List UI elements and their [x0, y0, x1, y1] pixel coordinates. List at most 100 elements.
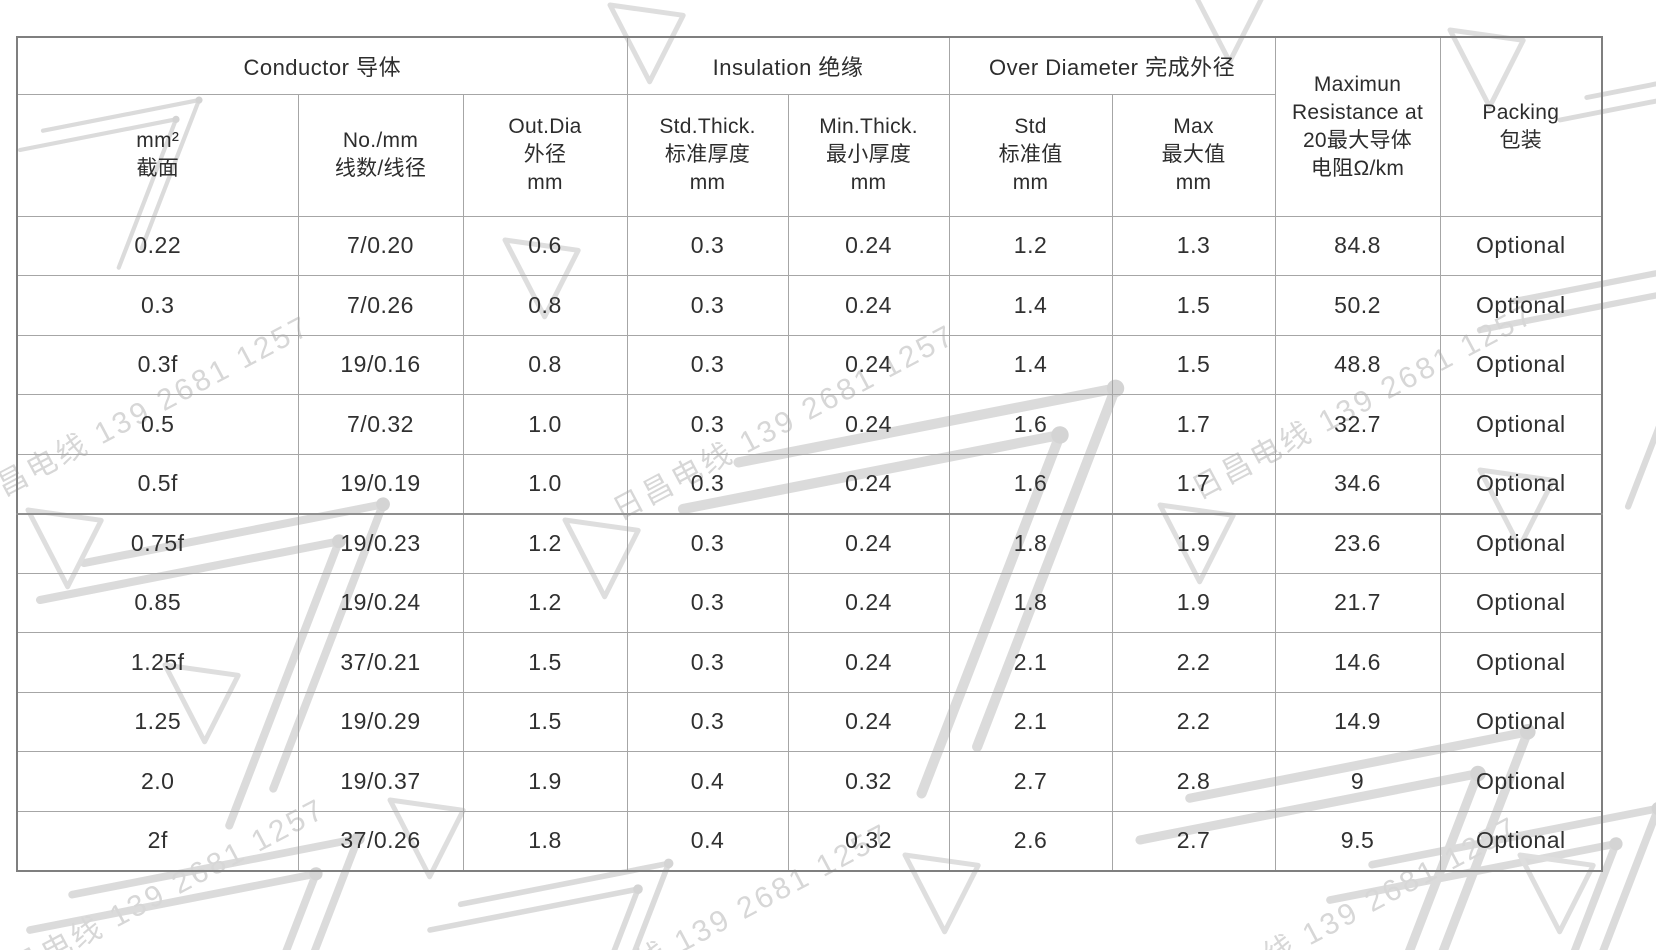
- cell-resistance: 50.2: [1274, 275, 1441, 336]
- cell-resistance: 48.8: [1274, 334, 1441, 395]
- cell-odmax: 1.9: [1111, 572, 1276, 633]
- cell-packing: Optional: [1439, 810, 1603, 871]
- cell-stdthick: 0.3: [626, 215, 789, 276]
- cell-odstd: 1.8: [948, 572, 1113, 633]
- cell-outdia: 1.2: [462, 572, 628, 633]
- column-header-size: mm² 截面: [16, 93, 299, 217]
- cell-size: 0.5: [16, 394, 299, 455]
- watermark-triangle-icon: [1187, 0, 1266, 65]
- cell-size: 1.25f: [16, 632, 299, 693]
- cell-outdia: 1.9: [462, 751, 628, 812]
- cell-stdthick: 0.3: [626, 632, 789, 693]
- cell-size: 0.75f: [16, 512, 299, 574]
- cell-stdthick: 0.3: [626, 572, 789, 633]
- group-header-over-diameter: Over Diameter 完成外径: [948, 36, 1276, 95]
- table-row: 0.85 19/0.24 1.2 0.3 0.24 1.8 1.9 21.7 Optional: [16, 572, 1603, 633]
- cell-strands: 7/0.26: [297, 275, 464, 336]
- cell-minthick: 0.24: [787, 394, 950, 455]
- table-row: 0.5 7/0.32 1.0 0.3 0.24 1.6 1.7 32.7 Optional: [16, 394, 1603, 455]
- cell-resistance: 14.6: [1274, 632, 1441, 693]
- cell-odmax: 1.3: [1111, 215, 1276, 276]
- cell-size: 2f: [16, 810, 299, 871]
- cell-minthick: 0.24: [787, 275, 950, 336]
- column-header-strands: No./mm 线数/线径: [297, 93, 464, 217]
- table-row: 0.3f 19/0.16 0.8 0.3 0.24 1.4 1.5 48.8 Optional: [16, 334, 1603, 395]
- sub-header-row: mm² 截面 No./mm 线数/线径 Out.Dia 外径 mm Std.Th…: [16, 93, 1602, 217]
- cell-resistance: 21.7: [1274, 572, 1441, 633]
- cell-strands: 19/0.19: [297, 453, 464, 514]
- cell-stdthick: 0.3: [626, 394, 789, 455]
- cell-minthick: 0.24: [787, 453, 950, 514]
- cell-resistance: 9.5: [1274, 810, 1441, 871]
- cell-odmax: 2.2: [1111, 632, 1276, 693]
- column-header-packing: Packing 包装: [1439, 36, 1603, 217]
- table-row: 2f 37/0.26 1.8 0.4 0.32 2.6 2.7 9.5 Optional: [16, 810, 1603, 871]
- cell-size: 0.85: [16, 572, 299, 633]
- column-header-stdthick: Std.Thick. 标准厚度 mm: [626, 93, 789, 217]
- cell-resistance: 23.6: [1274, 512, 1441, 574]
- cell-odstd: 1.8: [948, 512, 1113, 574]
- cell-size: 0.3f: [16, 334, 299, 395]
- cell-packing: Optional: [1439, 751, 1603, 812]
- cell-strands: 19/0.16: [297, 334, 464, 395]
- cell-strands: 19/0.23: [297, 512, 464, 574]
- cell-minthick: 0.24: [787, 691, 950, 752]
- cell-resistance: 34.6: [1274, 453, 1441, 514]
- cell-packing: Optional: [1439, 334, 1603, 395]
- cell-odmax: 2.2: [1111, 691, 1276, 752]
- cell-odmax: 1.5: [1111, 275, 1276, 336]
- group-header-conductor: Conductor 导体: [16, 36, 628, 95]
- cell-packing: Optional: [1439, 512, 1603, 574]
- cell-outdia: 1.5: [462, 691, 628, 752]
- cell-stdthick: 0.3: [626, 334, 789, 395]
- cell-odstd: 2.6: [948, 810, 1113, 871]
- cell-stdthick: 0.4: [626, 810, 789, 871]
- cell-odmax: 1.7: [1111, 394, 1276, 455]
- cell-odstd: 2.7: [948, 751, 1113, 812]
- cell-minthick: 0.24: [787, 334, 950, 395]
- spec-table-body: 0.22 7/0.20 0.6 0.3 0.24 1.2 1.3 84.8 Optional 0.…: [16, 215, 1603, 871]
- table-row: 1.25 19/0.29 1.5 0.3 0.24 2.1 2.2 14.9 Optional: [16, 691, 1603, 752]
- watermark-chevron-icon: [1557, 59, 1656, 260]
- cell-packing: Optional: [1439, 453, 1603, 514]
- cell-outdia: 1.8: [462, 810, 628, 871]
- cell-outdia: 1.0: [462, 394, 628, 455]
- cell-odstd: 1.2: [948, 215, 1113, 276]
- column-header-odmax: Max 最大值 mm: [1111, 93, 1276, 217]
- cell-size: 0.22: [16, 215, 299, 276]
- cell-odstd: 1.6: [948, 453, 1113, 514]
- cell-stdthick: 0.3: [626, 453, 789, 514]
- cell-outdia: 1.0: [462, 453, 628, 514]
- cell-odmax: 1.5: [1111, 334, 1276, 395]
- cell-minthick: 0.24: [787, 215, 950, 276]
- cell-odstd: 2.1: [948, 691, 1113, 752]
- cell-minthick: 0.32: [787, 810, 950, 871]
- cell-odmax: 2.8: [1111, 751, 1276, 812]
- cell-packing: Optional: [1439, 275, 1603, 336]
- cell-strands: 37/0.26: [297, 810, 464, 871]
- cell-odstd: 1.6: [948, 394, 1113, 455]
- cell-outdia: 0.6: [462, 215, 628, 276]
- cell-outdia: 0.8: [462, 334, 628, 395]
- cell-stdthick: 0.3: [626, 275, 789, 336]
- column-header-minthick: Min.Thick. 最小厚度 mm: [787, 93, 950, 217]
- cell-strands: 19/0.24: [297, 572, 464, 633]
- cell-strands: 7/0.20: [297, 215, 464, 276]
- cell-resistance: 32.7: [1274, 394, 1441, 455]
- cell-odmax: 2.7: [1111, 810, 1276, 871]
- cell-size: 0.3: [16, 275, 299, 336]
- cell-minthick: 0.24: [787, 512, 950, 574]
- cell-resistance: 9: [1274, 751, 1441, 812]
- cell-outdia: 1.2: [462, 512, 628, 574]
- cell-odmax: 1.7: [1111, 453, 1276, 514]
- cell-stdthick: 0.3: [626, 691, 789, 752]
- cell-size: 1.25: [16, 691, 299, 752]
- cell-packing: Optional: [1439, 215, 1603, 276]
- cell-odstd: 2.1: [948, 632, 1113, 693]
- wire-spec-table: Conductor 导体 Insulation 绝缘 Over Diameter…: [16, 36, 1604, 872]
- group-header-insulation: Insulation 绝缘: [626, 36, 950, 95]
- table-row: 0.75f 19/0.23 1.2 0.3 0.24 1.8 1.9 23.6 Optional: [16, 512, 1603, 574]
- column-header-odstd: Std 标准值 mm: [948, 93, 1113, 217]
- cell-minthick: 0.24: [787, 572, 950, 633]
